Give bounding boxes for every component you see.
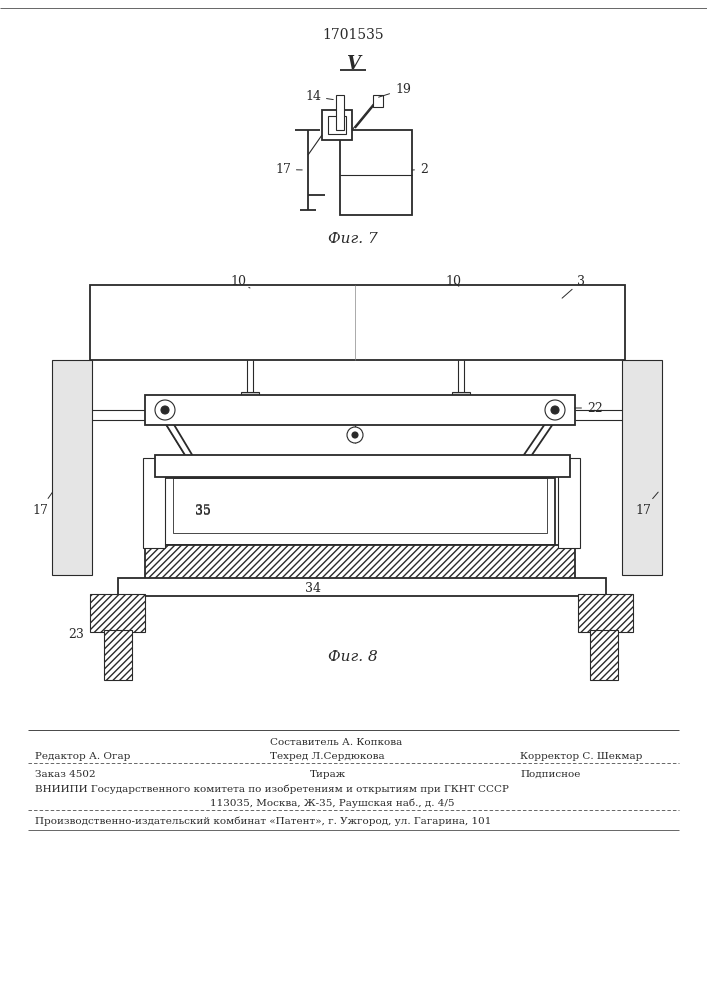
Bar	[143, 458, 165, 548]
Text: 1701535: 1701535	[322, 28, 384, 42]
Bar	[241, 392, 259, 400]
Bar	[52, 360, 92, 575]
Text: 10: 10	[230, 275, 250, 288]
Text: 10: 10	[445, 275, 461, 288]
Text: Подписное: Подписное	[520, 770, 580, 779]
Bar	[578, 594, 633, 632]
Circle shape	[352, 432, 358, 438]
Text: 17: 17	[275, 163, 302, 176]
Circle shape	[551, 406, 559, 414]
Text: 17: 17	[32, 492, 52, 516]
Text: Корректор С. Шекмар: Корректор С. Шекмар	[520, 752, 643, 761]
Bar	[90, 285, 625, 360]
Text: 113035, Москва, Ж-35, Раушская наб., д. 4/5: 113035, Москва, Ж-35, Раушская наб., д. …	[210, 798, 455, 808]
Bar	[173, 478, 547, 533]
Text: V: V	[346, 55, 360, 73]
Text: Тираж: Тираж	[310, 770, 346, 779]
Bar	[336, 95, 344, 130]
Text: 17: 17	[635, 492, 658, 516]
Text: 19: 19	[379, 83, 411, 97]
Text: Фиг. 7: Фиг. 7	[328, 232, 378, 246]
Text: 23: 23	[68, 628, 84, 641]
Circle shape	[545, 400, 565, 420]
Bar	[95, 290, 620, 355]
Bar	[145, 545, 575, 580]
Bar	[55, 363, 89, 572]
Bar	[328, 116, 346, 134]
Text: Производственно-издательский комбинат «Патент», г. Ужгород, ул. Гагарина, 101: Производственно-издательский комбинат «П…	[35, 817, 491, 826]
Bar	[625, 363, 659, 572]
Bar	[104, 630, 132, 680]
Bar	[145, 395, 575, 425]
Circle shape	[161, 406, 169, 414]
Bar	[165, 478, 555, 545]
Text: Заказ 4502: Заказ 4502	[35, 770, 95, 779]
Bar	[155, 455, 570, 477]
Text: 35: 35	[195, 505, 211, 518]
Text: Редактор А. Огар: Редактор А. Огар	[35, 752, 130, 761]
Bar	[452, 392, 470, 400]
Text: ВНИИПИ Государственного комитета по изобретениям и открытиям при ГКНТ СССР: ВНИИПИ Государственного комитета по изоб…	[35, 784, 509, 794]
Text: 14: 14	[305, 90, 333, 103]
Text: 3: 3	[562, 275, 585, 298]
Circle shape	[347, 427, 363, 443]
Bar	[558, 458, 580, 548]
Circle shape	[155, 400, 175, 420]
Bar	[373, 95, 383, 107]
Text: Техред Л.Сердюкова: Техред Л.Сердюкова	[270, 752, 385, 761]
Bar	[622, 360, 662, 575]
Text: 22: 22	[575, 401, 603, 414]
Text: 34: 34	[305, 582, 321, 595]
Bar	[90, 594, 145, 632]
Bar	[322, 110, 352, 140]
Text: Фиг. 8: Фиг. 8	[328, 650, 378, 664]
Text: 35: 35	[195, 504, 211, 516]
Bar	[118, 578, 606, 596]
Bar	[590, 630, 618, 680]
Text: Составитель А. Копкова: Составитель А. Копкова	[270, 738, 402, 747]
Text: 2: 2	[412, 163, 428, 176]
Bar	[340, 130, 412, 215]
